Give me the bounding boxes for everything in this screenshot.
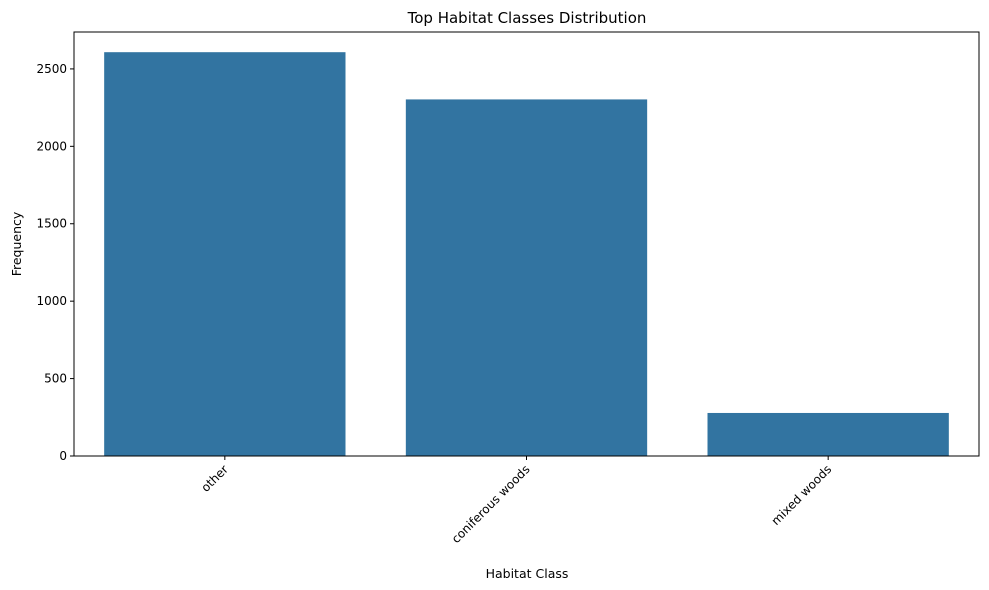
y-tick-label: 0	[59, 449, 67, 463]
y-tick-label: 1500	[36, 217, 67, 231]
y-axis-ticks: 0 500 1000 1500 2000 2500	[36, 62, 74, 463]
y-tick-label: 1000	[36, 294, 67, 308]
x-axis-label: Habitat Class	[486, 566, 569, 581]
chart-title: Top Habitat Classes Distribution	[407, 9, 647, 27]
y-tick-label: 500	[44, 372, 67, 386]
y-tick-label: 2000	[36, 139, 67, 153]
bars-group	[104, 52, 949, 457]
y-tick-label: 2500	[36, 62, 67, 76]
bar-mixed-woods	[707, 412, 949, 456]
bar-other	[104, 52, 346, 456]
bar-coniferous-woods	[405, 99, 648, 457]
plot-area-frame	[73, 31, 980, 457]
y-axis-label: Frequency	[9, 211, 24, 276]
